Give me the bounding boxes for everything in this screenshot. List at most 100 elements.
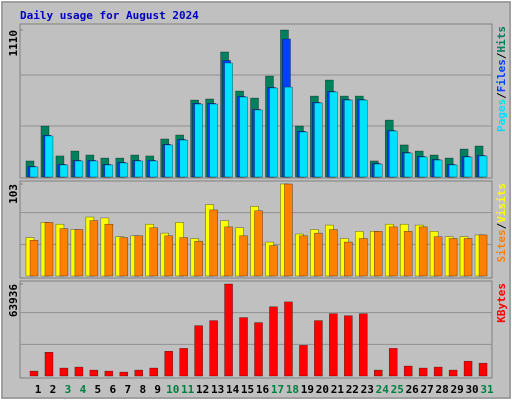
bar — [478, 234, 488, 277]
bar — [89, 369, 99, 377]
bar — [388, 348, 398, 377]
legend-entry: KBytes — [495, 283, 508, 323]
bar — [164, 351, 173, 377]
bar — [314, 320, 323, 377]
legend-entry: Visits — [495, 183, 508, 223]
y-tick-label: 63936 — [7, 284, 20, 317]
bar — [164, 144, 173, 178]
x-tick-label: 5 — [95, 383, 102, 396]
bar — [194, 325, 203, 377]
chart-title: Daily usage for August 2024 — [20, 9, 199, 22]
bar — [209, 320, 218, 377]
x-tick-label: 18 — [286, 383, 299, 396]
bar — [74, 229, 84, 277]
bar — [329, 313, 338, 377]
x-tick-label: 16 — [256, 383, 270, 396]
bar — [418, 226, 428, 277]
bar — [149, 160, 158, 178]
bar — [44, 222, 54, 277]
bar — [104, 370, 114, 377]
bar — [134, 235, 144, 277]
bar — [209, 209, 218, 277]
bar — [418, 156, 428, 178]
legend-entry: Hits — [495, 26, 508, 53]
bar — [104, 164, 114, 178]
x-tick-label: 15 — [241, 383, 254, 396]
bar — [299, 131, 308, 178]
x-tick-label: 20 — [316, 383, 329, 396]
x-tick-label: 21 — [331, 383, 345, 396]
x-tick-label: 29 — [450, 383, 463, 396]
bar — [89, 220, 99, 277]
bar — [29, 240, 39, 277]
bar — [59, 164, 69, 178]
y-tick-label: 1110 — [7, 30, 20, 57]
bar — [224, 226, 233, 277]
bar — [149, 367, 158, 377]
bar — [478, 155, 488, 178]
bar — [149, 227, 158, 277]
x-tick-label: 31 — [480, 383, 494, 396]
bar — [224, 283, 233, 377]
bar — [314, 232, 323, 277]
bar — [119, 371, 129, 377]
bar — [329, 91, 338, 178]
bar — [344, 315, 353, 377]
legend-entry: Files — [495, 59, 508, 92]
bar — [119, 237, 129, 277]
bar — [224, 62, 233, 178]
bar — [359, 99, 368, 178]
x-tick-label: 10 — [166, 383, 179, 396]
x-tick-label: 13 — [211, 383, 224, 396]
x-tick-label: 3 — [65, 383, 72, 396]
bar — [463, 156, 473, 178]
bar — [403, 152, 413, 178]
bar — [329, 229, 338, 277]
y-tick-label: 103 — [7, 184, 20, 204]
x-tick-label: 1 — [35, 383, 42, 396]
bar — [194, 103, 203, 178]
bar — [284, 301, 293, 377]
bar — [29, 166, 39, 178]
x-tick-label: 8 — [139, 383, 146, 396]
bar — [448, 238, 458, 277]
bar — [314, 102, 323, 178]
x-tick-label: 17 — [271, 383, 284, 396]
bar — [403, 365, 413, 377]
x-tick-label: 22 — [346, 383, 359, 396]
legend-separator: / — [495, 52, 508, 59]
bar — [448, 369, 458, 377]
bar — [418, 367, 428, 377]
bar — [269, 245, 278, 277]
bar — [179, 139, 188, 178]
bar — [448, 164, 458, 178]
legend-entry: Sites — [495, 229, 508, 262]
x-tick-label: 2 — [50, 383, 57, 396]
bar — [209, 103, 218, 178]
x-tick-label: 14 — [226, 383, 240, 396]
bar — [179, 237, 188, 277]
bar — [359, 238, 368, 277]
legend: KBytes — [495, 283, 508, 323]
bar — [74, 366, 84, 377]
x-tick-label: 26 — [406, 383, 420, 396]
bar — [269, 87, 278, 178]
x-tick-label: 23 — [361, 383, 374, 396]
bar — [134, 369, 144, 377]
x-tick-label: 24 — [376, 383, 390, 396]
legend-separator: / — [495, 222, 508, 229]
bar — [59, 367, 69, 377]
bar — [403, 231, 413, 277]
bar — [478, 362, 488, 377]
x-tick-label: 28 — [436, 383, 449, 396]
bar — [74, 160, 84, 178]
bar — [119, 162, 129, 178]
bar — [374, 163, 383, 178]
bar — [433, 159, 443, 178]
legend-separator: / — [495, 92, 508, 99]
x-tick-label: 9 — [154, 383, 161, 396]
bar — [344, 99, 353, 178]
